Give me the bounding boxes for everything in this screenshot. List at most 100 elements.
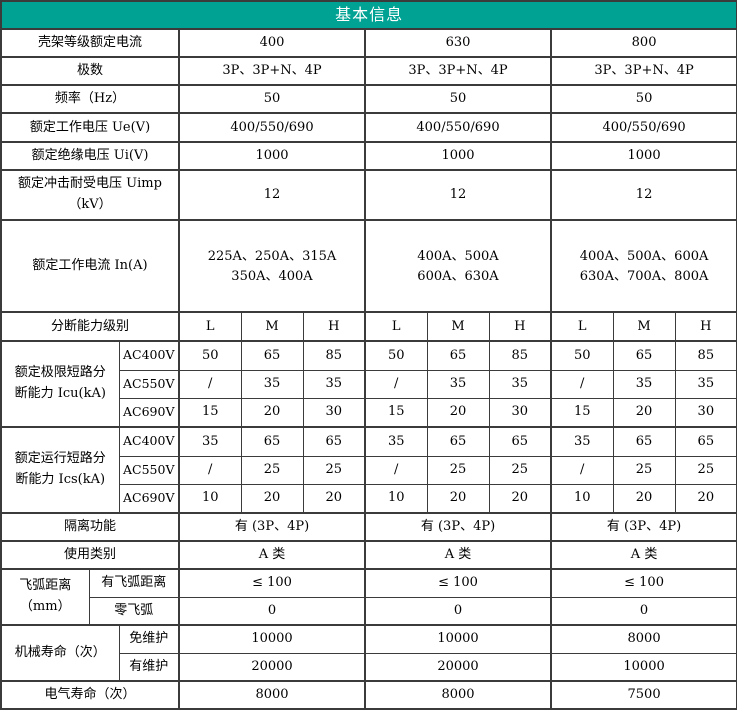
cell: 50 <box>550 340 614 371</box>
row-label-icu-line1: 额定极限短路分 <box>14 365 106 381</box>
cell: 10 <box>364 483 428 514</box>
cell: 12 <box>178 169 366 221</box>
cell: 20 <box>674 483 737 514</box>
sub-label-arc-with: 有飞弧距离 <box>88 568 180 598</box>
cell: 65 <box>426 426 490 457</box>
cell: L <box>178 311 242 342</box>
cell: 20 <box>488 483 552 514</box>
cell: 35 <box>302 369 366 399</box>
cell: 65 <box>426 340 490 371</box>
cell: 20 <box>240 397 304 428</box>
row-isolation: 隔离功能 有 (3P、4P) 有 (3P、4P) 有 (3P、4P) <box>0 512 737 542</box>
table-header-row: 基本信息 <box>0 0 737 30</box>
cell: / <box>364 455 428 485</box>
cell: 10 <box>550 483 614 514</box>
cell: 35 <box>426 369 490 399</box>
cell: 1000 <box>364 141 552 171</box>
cell: / <box>550 455 614 485</box>
row-icu-ac550v: AC550V / 35 35 / 35 35 / 35 35 <box>1 369 737 399</box>
cell-line: 630A、700A、800A <box>579 268 709 284</box>
row-icu-ac690v: AC690V 15 20 30 15 20 30 15 20 30 <box>1 397 737 428</box>
cell: 400/550/690 <box>178 112 366 143</box>
cell: 65 <box>240 426 304 457</box>
row-label-utilization: 使用类别 <box>0 540 180 570</box>
cell: 50 <box>364 340 428 371</box>
row-ui: 额定绝缘电压 Ui(V) 1000 1000 1000 <box>0 141 737 171</box>
cell: 20 <box>612 397 676 428</box>
cell: 20000 <box>178 652 366 682</box>
cell: ≤ 100 <box>549 568 737 598</box>
row-arc-zero: 零飞弧 0 0 0 <box>1 596 737 626</box>
cell: 12 <box>364 169 552 221</box>
cell: 85 <box>302 340 366 371</box>
cell: / <box>178 455 242 485</box>
row-label-elec-life: 电气寿命（次） <box>0 680 180 710</box>
cell: 35 <box>612 369 676 399</box>
cell: 25 <box>240 455 304 485</box>
cell-line: 225A、250A、315A <box>207 248 337 264</box>
row-label-uimp-line2: （kV） <box>68 197 112 212</box>
cell: 35 <box>488 369 552 399</box>
cell: L <box>364 311 428 342</box>
row-label-icu: 额定极限短路分 断能力 Icu(kA) <box>0 340 120 428</box>
sub-label-ics-ac400v: AC400V <box>118 426 180 457</box>
row-label-breaking-class: 分断能力级别 <box>0 311 180 342</box>
cell-line: 350A、400A <box>231 268 313 284</box>
cell: 400A、500A 600A、630A <box>364 219 552 313</box>
sub-label-ics-ac550v: AC550V <box>118 455 180 485</box>
cell: 65 <box>612 426 676 457</box>
cell: 35 <box>240 369 304 399</box>
cell: 35 <box>550 426 614 457</box>
row-frequency: 频率（Hz） 50 50 50 <box>0 84 737 114</box>
row-label-poles: 极数 <box>0 56 180 86</box>
row-label-ue: 额定工作电压 Ue(V) <box>0 112 180 143</box>
sub-label-icu-ac400v: AC400V <box>118 340 180 371</box>
sub-label-mech-free: 免维护 <box>118 624 180 654</box>
row-elec-life: 电气寿命（次） 8000 8000 7500 <box>0 680 737 710</box>
cell: 15 <box>550 397 614 428</box>
cell: 有 (3P、4P) <box>549 512 737 542</box>
cell: 25 <box>612 455 676 485</box>
row-label-uimp-line1: 额定冲击耐受电压 Uimp <box>18 176 162 192</box>
cell: 1000 <box>549 141 737 171</box>
cell: 800 <box>549 28 737 58</box>
cell: 35 <box>178 426 242 457</box>
row-label-arc-line2: （mm） <box>19 599 71 614</box>
row-ics-ac550v: AC550V / 25 25 / 25 25 / 25 25 <box>1 455 737 485</box>
cell: 65 <box>674 426 737 457</box>
cell: 0 <box>549 596 737 626</box>
cell: 10000 <box>549 652 737 682</box>
cell: 20 <box>240 483 304 514</box>
cell: 630 <box>364 28 552 58</box>
cell: ≤ 100 <box>364 568 552 598</box>
row-uimp: 额定冲击耐受电压 Uimp （kV） 12 12 12 <box>0 169 737 221</box>
cell: 3P、3P+N、4P <box>549 56 737 86</box>
cell: 400 <box>178 28 366 58</box>
row-label-mech-life: 机械寿命（次） <box>0 624 120 682</box>
row-poles: 极数 3P、3P+N、4P 3P、3P+N、4P 3P、3P+N、4P <box>0 56 737 86</box>
cell: L <box>550 311 614 342</box>
cell: 50 <box>178 84 366 114</box>
cell: 85 <box>488 340 552 371</box>
cell: 400A、500A、600A 630A、700A、800A <box>549 219 737 313</box>
cell: 0 <box>364 596 552 626</box>
row-ue: 额定工作电压 Ue(V) 400/550/690 400/550/690 400… <box>0 112 737 143</box>
cell-line: 400A、500A、600A <box>579 248 709 264</box>
row-in-current: 额定工作电流 In(A) 225A、250A、315A 350A、400A 40… <box>0 219 737 313</box>
cell: ≤ 100 <box>178 568 366 598</box>
cell: 65 <box>302 426 366 457</box>
row-label-in-current: 额定工作电流 In(A) <box>0 219 180 313</box>
row-label-uimp: 额定冲击耐受电压 Uimp （kV） <box>0 169 180 221</box>
cell: 65 <box>488 426 552 457</box>
cell: 有 (3P、4P) <box>364 512 552 542</box>
cell: 400/550/690 <box>549 112 737 143</box>
cell: 30 <box>302 397 366 428</box>
cell: 400/550/690 <box>364 112 552 143</box>
row-label-ics-line1: 额定运行短路分 <box>14 451 106 467</box>
row-breaking-class: 分断能力级别 L M H L M H L M H <box>0 311 737 342</box>
sub-label-ics-ac690v: AC690V <box>118 483 180 514</box>
cell: 50 <box>549 84 737 114</box>
cell: 10000 <box>364 624 552 654</box>
cell: 20000 <box>364 652 552 682</box>
sub-label-arc-zero: 零飞弧 <box>88 596 180 626</box>
